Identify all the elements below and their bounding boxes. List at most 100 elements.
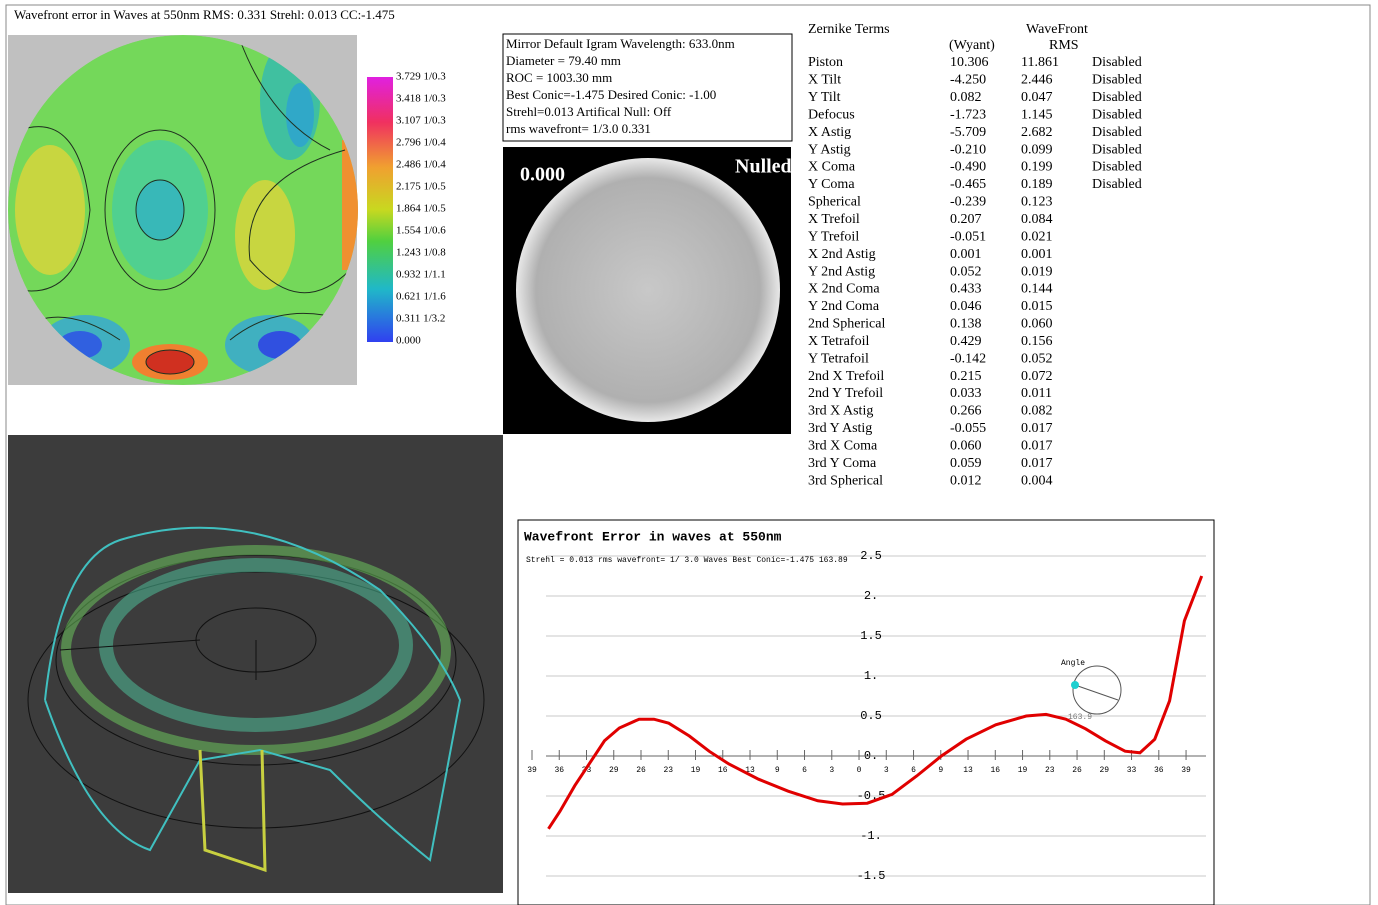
table-cell: 0.017 <box>1021 456 1053 471</box>
table-cell: 0.215 <box>950 369 982 384</box>
y-tick-label: 0.5 <box>860 709 882 723</box>
angle-handle <box>1071 681 1079 689</box>
y-tick-label: 1. <box>864 669 878 683</box>
term-name: X 2nd Coma <box>808 282 880 297</box>
table-cell: -0.210 <box>950 142 986 157</box>
info-line: Best Conic=-1.475 Desired Conic: -1.00 <box>506 87 716 102</box>
term-name: 3rd Y Coma <box>808 456 877 471</box>
x-tick-label: 6 <box>911 766 916 775</box>
x-tick-label: 13 <box>963 766 973 775</box>
term-name: Defocus <box>808 107 855 122</box>
chart-title: Wavefront Error in waves at 550nm <box>524 529 782 544</box>
table-cell: 0.429 <box>950 334 982 349</box>
x-tick-label: 6 <box>802 766 807 775</box>
term-name: Y 2nd Astig <box>808 264 875 279</box>
x-tick-label: 3 <box>884 766 889 775</box>
term-name: 3rd X Astig <box>808 404 873 419</box>
col-header: RMS <box>1049 38 1079 53</box>
table-cell: 0.046 <box>950 299 982 314</box>
igram-value: 0.000 <box>520 164 565 186</box>
term-name: 2nd Y Trefoil <box>808 386 883 401</box>
table-cell: 0.015 <box>1021 299 1053 314</box>
x-tick-label: 26 <box>636 766 646 775</box>
x-tick-label: 16 <box>990 766 1000 775</box>
term-name: 3rd Y Astig <box>808 421 872 436</box>
term-name: 2nd X Trefoil <box>808 369 884 384</box>
table-cell: -0.051 <box>950 229 986 244</box>
table-cell: 2.682 <box>1021 125 1053 140</box>
table-cell: 0.082 <box>950 90 982 105</box>
table-cell: 0.019 <box>1021 264 1053 279</box>
term-name: X Astig <box>808 125 851 140</box>
table-cell: 0.059 <box>950 456 982 471</box>
table-title: Zernike Terms <box>808 22 890 37</box>
term-name: X 2nd Astig <box>808 247 876 262</box>
term-name: 3rd X Coma <box>808 438 878 453</box>
colorbar-label: 0.311 1/3.2 <box>396 313 445 325</box>
table-cell: 0.012 <box>950 473 982 488</box>
angle-value: 163.9 <box>1068 713 1092 722</box>
colorbar-label: 0.932 1/1.1 <box>396 269 446 281</box>
x-tick-label: 33 <box>1127 766 1137 775</box>
term-name: Y Tilt <box>808 90 841 105</box>
colorbar-label: 2.486 1/0.4 <box>396 159 446 171</box>
x-tick-label: 3 <box>829 766 834 775</box>
table-cell: 2.446 <box>1021 73 1053 88</box>
y-tick-label: 2. <box>864 589 878 603</box>
term-name: Y 2nd Coma <box>808 299 880 314</box>
term-name: X Tetrafoil <box>808 334 869 349</box>
table-cell: 0.138 <box>950 317 982 332</box>
term-name: X Coma <box>808 160 856 175</box>
table-cell: 11.861 <box>1021 55 1059 70</box>
term-name: Piston <box>808 55 843 70</box>
table-cell: Disabled <box>1092 177 1142 192</box>
colorbar-label: 2.175 1/0.5 <box>396 181 446 193</box>
table-cell: 0.156 <box>1021 334 1053 349</box>
table-cell: Disabled <box>1092 160 1142 175</box>
table-cell: -0.239 <box>950 195 986 210</box>
info-line: Diameter = 79.40 mm <box>506 53 621 68</box>
col-header: WaveFront <box>1026 22 1088 37</box>
x-tick-label: 16 <box>718 766 728 775</box>
colorbar-label: 3.107 1/0.3 <box>396 115 446 127</box>
info-line: Strehl=0.013 Artifical Null: Off <box>506 104 672 119</box>
igram-disk <box>516 158 780 422</box>
table-cell: Disabled <box>1092 125 1142 140</box>
igram-mode: Nulled <box>735 156 792 178</box>
table-cell: 0.001 <box>950 247 982 262</box>
y-tick-label: 2.5 <box>860 549 882 563</box>
colorbar-label: 3.729 1/0.3 <box>396 71 446 83</box>
info-line: Mirror Default Igram Wavelength: 633.0nm <box>506 36 735 51</box>
col-header: (Wyant) <box>949 38 995 53</box>
table-cell: Disabled <box>1092 73 1142 88</box>
colorbar-label: 3.418 1/0.3 <box>396 93 446 105</box>
table-cell: -4.250 <box>950 73 986 88</box>
map-title: Wavefront error in Waves at 550nm RMS: 0… <box>14 7 395 22</box>
colorbar-label: 1.243 1/0.8 <box>396 247 446 259</box>
table-cell: -5.709 <box>950 125 986 140</box>
table-cell: 0.207 <box>950 212 982 227</box>
term-name: X Tilt <box>808 73 841 88</box>
y-tick-label: 1.5 <box>860 629 882 643</box>
table-cell: 0.072 <box>1021 369 1053 384</box>
table-cell: Disabled <box>1092 55 1142 70</box>
table-cell: 0.144 <box>1021 282 1053 297</box>
angle-label: Angle <box>1061 659 1085 668</box>
table-cell: 0.266 <box>950 404 982 419</box>
term-name: Y Astig <box>808 142 851 157</box>
x-tick-label: 26 <box>1072 766 1082 775</box>
x-tick-label: 36 <box>1154 766 1164 775</box>
colorbar-label: 2.796 1/0.4 <box>396 137 446 149</box>
table-cell: 0.033 <box>950 386 982 401</box>
table-cell: 0.017 <box>1021 438 1053 453</box>
table-cell: 0.001 <box>1021 247 1053 262</box>
y-tick-label: -1. <box>860 829 882 843</box>
table-cell: -1.723 <box>950 107 986 122</box>
term-name: 3rd Spherical <box>808 473 883 488</box>
table-cell: Disabled <box>1092 142 1142 157</box>
x-tick-label: 23 <box>1045 766 1055 775</box>
x-tick-label: 29 <box>609 766 619 775</box>
term-name: Y Trefoil <box>808 229 859 244</box>
x-tick-label: 36 <box>554 766 564 775</box>
x-tick-label: 19 <box>1018 766 1028 775</box>
